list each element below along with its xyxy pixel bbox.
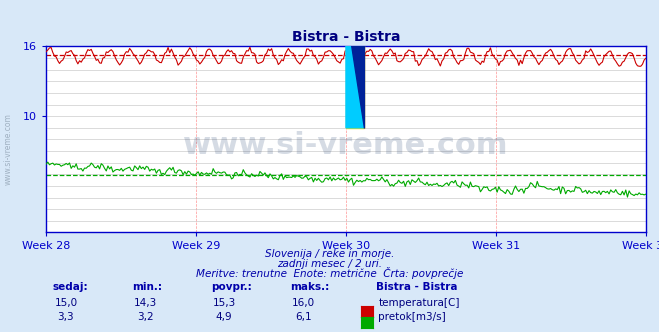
Text: Bistra - Bistra: Bistra - Bistra	[376, 283, 457, 292]
Text: temperatura[C]: temperatura[C]	[378, 298, 460, 308]
Text: sedaj:: sedaj:	[53, 283, 88, 292]
Text: Slovenija / reke in morje.: Slovenija / reke in morje.	[265, 249, 394, 259]
Text: Meritve: trenutne  Enote: metrične  Črta: povprečje: Meritve: trenutne Enote: metrične Črta: …	[196, 267, 463, 279]
Text: zadnji mesec / 2 uri.: zadnji mesec / 2 uri.	[277, 259, 382, 269]
Text: 3,2: 3,2	[136, 312, 154, 322]
Text: www.si-vreme.com: www.si-vreme.com	[183, 130, 509, 159]
Text: min.:: min.:	[132, 283, 162, 292]
Text: www.si-vreme.com: www.si-vreme.com	[3, 114, 13, 185]
Text: 4,9: 4,9	[215, 312, 233, 322]
Text: pretok[m3/s]: pretok[m3/s]	[378, 312, 446, 322]
Text: 15,0: 15,0	[54, 298, 78, 308]
Title: Bistra - Bistra: Bistra - Bistra	[292, 30, 400, 44]
Text: 14,3: 14,3	[133, 298, 157, 308]
Text: 15,3: 15,3	[212, 298, 236, 308]
Text: povpr.:: povpr.:	[211, 283, 252, 292]
Polygon shape	[346, 12, 364, 128]
Text: 6,1: 6,1	[295, 312, 312, 322]
Text: 16,0: 16,0	[291, 298, 315, 308]
Text: maks.:: maks.:	[290, 283, 330, 292]
Text: 3,3: 3,3	[57, 312, 74, 322]
Polygon shape	[346, 12, 364, 128]
Polygon shape	[346, 12, 364, 128]
